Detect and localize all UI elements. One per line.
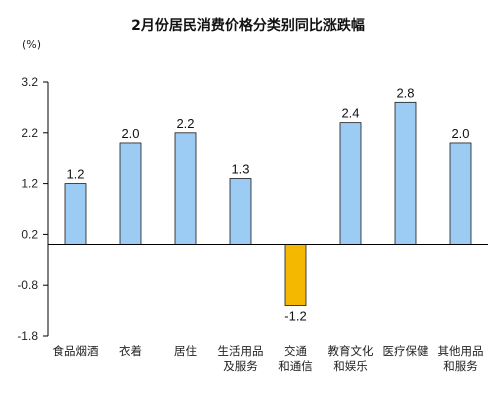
category-label: 及服务 bbox=[223, 359, 258, 373]
bar bbox=[174, 132, 197, 245]
y-tick-label: 3.2 bbox=[21, 75, 38, 89]
data-label: 1.3 bbox=[231, 162, 249, 177]
data-label: 1.2 bbox=[66, 167, 84, 182]
category-label: 生活用品 bbox=[218, 344, 264, 358]
y-tick-label: 2.2 bbox=[21, 126, 38, 140]
bars bbox=[64, 101, 472, 306]
bar bbox=[449, 142, 472, 245]
bar bbox=[229, 178, 252, 245]
y-tick-label: 1.2 bbox=[21, 177, 38, 191]
data-label: 2.0 bbox=[121, 126, 139, 141]
y-axis: 3.2 2.2 1.2 0.2 -0.8 -1.8 bbox=[17, 75, 49, 343]
category-label: 医疗保健 bbox=[383, 344, 429, 358]
bar bbox=[394, 101, 417, 245]
y-tick-label: 0.2 bbox=[21, 227, 38, 241]
data-labels: 1.2 2.0 2.2 1.3 -1.2 2.4 2.8 2.0 bbox=[66, 85, 469, 323]
bar bbox=[284, 244, 307, 306]
data-label: 2.8 bbox=[396, 85, 414, 100]
category-label: 居住 bbox=[174, 344, 197, 358]
y-axis-unit: (%) bbox=[22, 38, 41, 51]
y-tick-label: -1.8 bbox=[17, 329, 38, 343]
category-label: 交通 bbox=[284, 344, 307, 358]
data-label: 2.0 bbox=[451, 126, 469, 141]
category-label: 食品烟酒 bbox=[53, 344, 99, 358]
bar bbox=[339, 122, 362, 245]
chart-title: 2月份居民消费价格分类别同比涨跌幅 bbox=[131, 17, 365, 34]
category-label: 教育文化 bbox=[328, 344, 374, 358]
category-label: 其他用品 bbox=[438, 344, 484, 358]
category-label: 和娱乐 bbox=[333, 359, 368, 373]
data-label: -1.2 bbox=[284, 309, 306, 324]
data-label: 2.4 bbox=[341, 106, 359, 121]
bar bbox=[119, 142, 142, 245]
y-tick-label: -0.8 bbox=[17, 278, 38, 292]
data-label: 2.2 bbox=[176, 116, 194, 131]
category-label: 衣着 bbox=[119, 344, 142, 358]
bar bbox=[64, 183, 87, 245]
category-label: 和通信 bbox=[278, 359, 313, 373]
category-label: 和服务 bbox=[443, 359, 478, 373]
